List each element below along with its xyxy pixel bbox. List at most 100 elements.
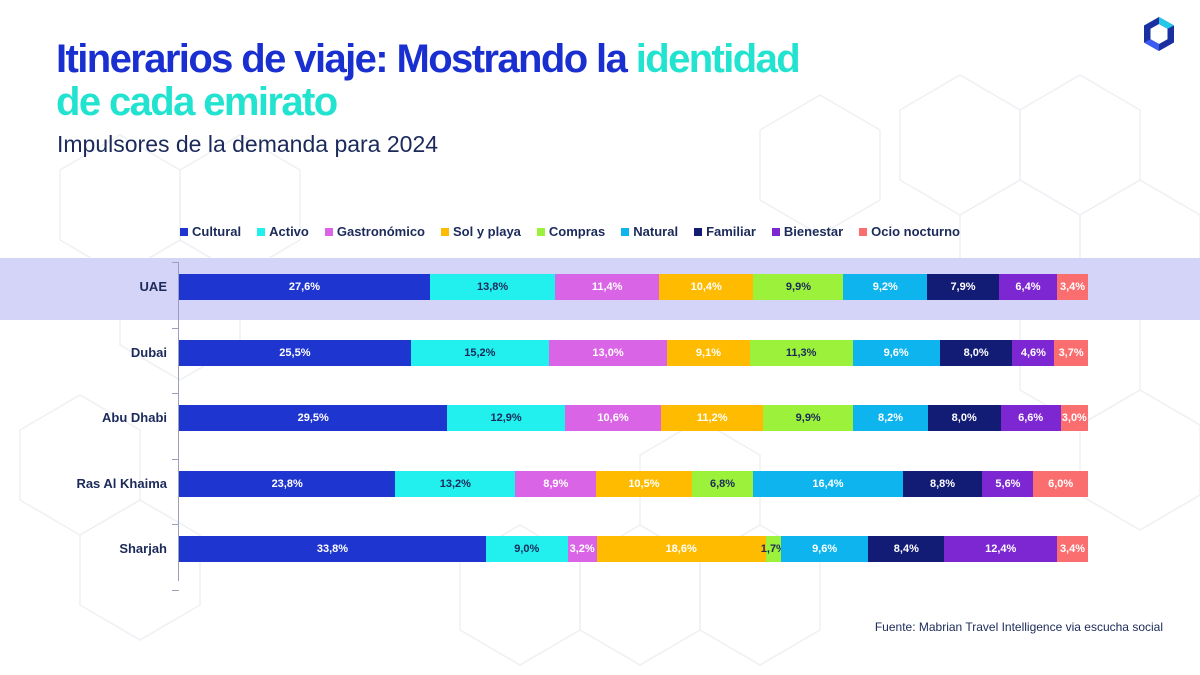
bar-segment-ocio-nocturno: 3,4% [1057,274,1088,300]
bar-segment-activo: 13,2% [395,470,516,497]
title-highlight: identidad [635,37,801,81]
chart-legend: Cultural Activo Gastronómico Sol y playa Com… [180,224,960,239]
row-label-ras-al-khaima: Ras Al Khaima [76,475,167,491]
legend-swatch [694,227,703,236]
legend-swatch [324,227,333,236]
data-label: 8,0% [951,412,977,424]
bar-segment-natural: 16,4% [753,470,903,497]
bar-segment-familiar: 8,8% [902,470,983,497]
bar-segment-gastronomico: 10,6% [564,405,662,431]
bar-segment-familiar: 8,4% [868,536,945,562]
legend-swatch [257,227,266,236]
bar-segment-gastronomico: 8,9% [515,470,597,497]
legend-swatch [771,227,780,236]
data-label: 5,6% [995,477,1021,490]
legend-item-bienestar: Bienestar [771,224,843,239]
bar-segment-natural: 9,6% [852,339,940,366]
data-label: 6,0% [1048,477,1074,490]
bar-segment-familiar: 7,9% [927,274,999,300]
bar-segment-natural: 9,6% [781,536,869,562]
legend-item-familiar: Familiar [694,224,756,239]
data-label: 9,1% [695,346,721,359]
bar-segment-compras: 9,9% [763,405,854,431]
data-label: 8,9% [543,477,569,490]
data-label: 3,4% [1059,543,1086,555]
data-label: 23,8% [271,477,303,490]
legend-label: Natural [633,224,679,239]
legend-swatch [859,227,868,236]
bar-segment-compras: 9,9% [753,274,844,300]
data-label: 9,0% [514,543,540,555]
bar-segment-compras: 1,7% [761,536,786,562]
legend-label: Activo [269,224,309,239]
axis-tick [172,589,179,591]
data-label: 13,2% [439,477,471,490]
legend-label: Familiar [706,224,756,239]
bar-segment-activo: 15,2% [410,339,549,366]
legend-label: Cultural [192,224,242,239]
bar-segment-cultural: 25,5% [179,339,411,366]
page-title: Itinerarios de viaje: Mostrando la ident… [56,38,1056,124]
row-label-dubai: Dubai [130,344,167,360]
bar-segment-activo: 9,0% [485,536,568,562]
bar-segment-cultural: 33,8% [179,536,486,562]
bar-segment-gastronomico: 3,2% [567,536,597,562]
legend-swatch [621,227,630,236]
row-label-sharjah: Sharjah [119,541,167,556]
bar-row-ras-al-khaima: 23,8% 13,2% 8,9% 10,5% 6,8% 16,4% 8,8% 5,6% 6,0% [179,470,1088,497]
bar-segment-bienestar: 4,6% [1012,339,1055,366]
legend-swatch [536,227,545,236]
legend-label: Compras [548,224,606,239]
bar-segment-bienestar: 6,6% [1000,405,1061,431]
bar-segment-activo: 13,8% [429,274,556,300]
legend-item-sol-y-playa: Sol y playa [440,224,521,239]
bar-segment-compras: 6,8% [691,470,754,497]
legend-item-cultural: Cultural [180,224,241,239]
hexagon-logo-icon [1144,17,1174,51]
axis-tick [172,262,179,263]
title-part-2: de cada emirato [56,80,338,124]
bar-segment-ocio-nocturno: 6,0% [1033,470,1088,497]
data-label: 8,4% [893,543,919,555]
legend-label: Ocio nocturno [871,224,961,239]
data-label: 13,8% [476,281,509,293]
data-label: 6,6% [1018,412,1044,424]
data-label: 16,4% [812,477,844,490]
axis-tick [172,327,179,329]
bar-segment-ocio-nocturno: 3,0% [1060,405,1088,431]
data-label: 7,9% [950,281,976,293]
data-label: 18,6% [665,543,697,555]
bar-segment-activo: 12,9% [447,405,565,431]
bar-segment-bienestar: 6,4% [998,274,1058,300]
bar-segment-ocio-nocturno: 3,4% [1057,536,1088,562]
data-label: 10,5% [628,477,660,490]
data-label: 10,6% [597,412,629,424]
data-label: 13,0% [592,346,624,359]
data-label: 3,4% [1059,281,1086,293]
data-label: 8,2% [877,412,904,424]
legend-item-gastronomico: Gastronómico [324,224,425,239]
title-part-1: Itinerarios de viaje: Mostrando la [56,37,636,81]
bar-segment-gastronomico: 11,4% [555,274,659,300]
bar-segment-natural: 8,2% [853,405,928,431]
data-label: 11,2% [696,412,728,424]
data-label: 6,8% [710,477,736,490]
data-label: 27,6% [288,281,321,293]
bar-row-uae: 27,6% 13,8% 11,4% 10,4% 9,9% 9,2% 7,9% 6,4% 3,4% [179,274,1088,300]
bar-segment-cultural: 27,6% [179,274,430,300]
bar-row-dubai: 25,5% 15,2% 13,0% 9,1% 11,3% 9,6% 8,0% 4,6% 3,7% [179,339,1088,366]
axis-tick [172,458,179,460]
data-label: 9,9% [795,412,821,424]
bar-segment-cultural: 29,5% [179,405,448,431]
legend-item-natural: Natural [621,224,678,239]
legend-swatch [180,227,188,236]
chart-subtitle: Impulsores de la demanda para 2024 [57,131,439,157]
bar-segment-gastronomico: 13,0% [548,339,668,366]
bar-segment-familiar: 8,0% [927,405,1001,431]
data-label: 8,8% [929,477,956,490]
bar-segment-sol-y-playa: 10,4% [658,274,754,300]
data-label: 6,4% [1015,281,1041,293]
data-label: 15,2% [464,346,496,359]
bar-segment-bienestar: 12,4% [944,536,1058,562]
data-label: 33,8% [316,543,349,555]
